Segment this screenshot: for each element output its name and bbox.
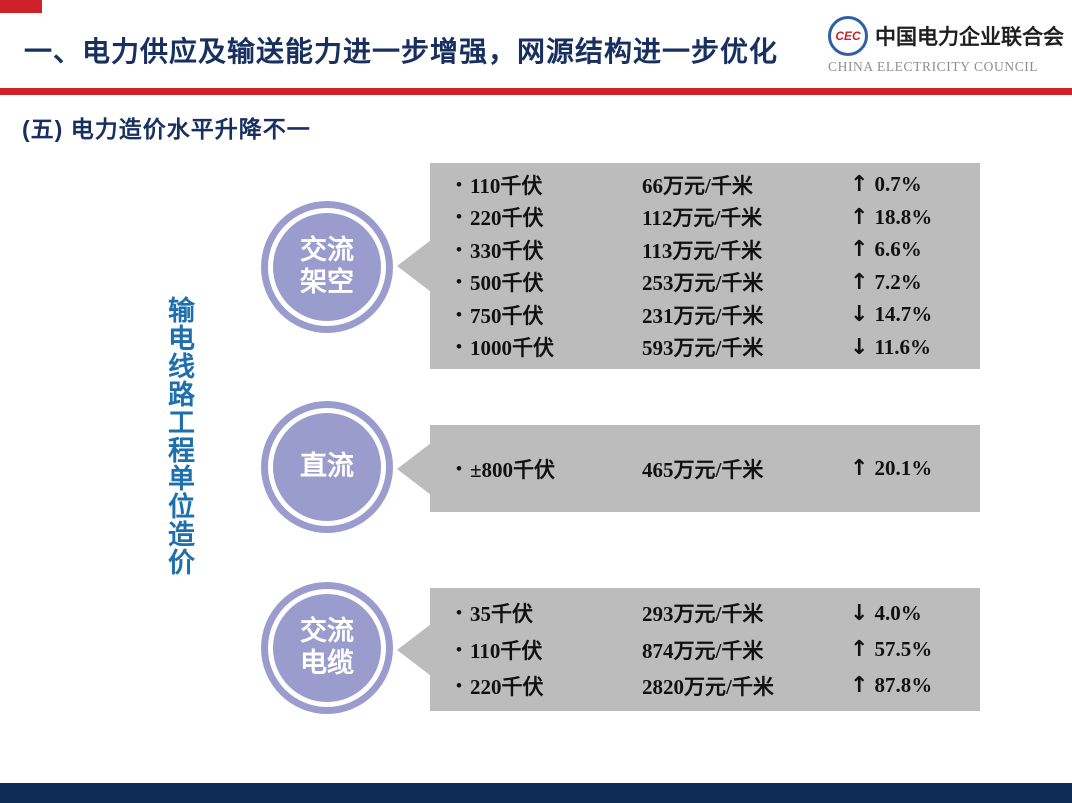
data-row: • 750千伏 231万元/千米 ↓ 14.7% bbox=[430, 300, 980, 330]
down-arrow-icon: ↓ bbox=[850, 302, 869, 328]
category-label: 交流架空 bbox=[299, 235, 354, 297]
change-percent: 18.8% bbox=[874, 204, 933, 229]
corner-red-mark bbox=[0, 0, 42, 13]
emblem-letters: CEC bbox=[835, 29, 861, 43]
cost-value: 253万元/千米 bbox=[642, 271, 764, 296]
page-title: 一、电力供应及输送能力进一步增强，网源结构进一步优化 bbox=[24, 36, 779, 67]
voltage-value: 110千伏 bbox=[470, 173, 543, 198]
bullet-icon: • bbox=[456, 337, 462, 357]
callout-pointer bbox=[397, 623, 431, 676]
up-arrow-icon: ↑ bbox=[850, 456, 869, 481]
change-percent: 11.6% bbox=[874, 334, 932, 359]
bullet-icon: • bbox=[456, 239, 462, 259]
circle-ring bbox=[268, 208, 386, 326]
bullet-icon: • bbox=[456, 207, 462, 227]
callout-pointer bbox=[397, 442, 431, 495]
data-row: • 330千伏 113万元/千米 ↑ 6.6% bbox=[430, 235, 980, 265]
change-percent: 6.6% bbox=[874, 237, 922, 262]
section-subtitle: (五) 电力造价水平升降不一 bbox=[22, 116, 311, 142]
cost-value: 66万元/千米 bbox=[642, 173, 753, 198]
up-arrow-icon: ↑ bbox=[850, 269, 869, 295]
cost-value: 874万元/千米 bbox=[642, 638, 764, 663]
up-arrow-icon: ↑ bbox=[850, 673, 869, 699]
circle-ring bbox=[268, 589, 386, 707]
callout-box-ac-cable: • 35千伏 293万元/千米 ↓ 4.0% • 110千伏 874万元/千米 ↑… bbox=[397, 588, 980, 711]
category-label: 交流电缆 bbox=[299, 616, 354, 678]
voltage-value: 500千伏 bbox=[470, 271, 544, 296]
up-arrow-icon: ↑ bbox=[850, 172, 869, 198]
voltage-value: 220千伏 bbox=[470, 674, 544, 699]
data-row: • 35千伏 293万元/千米 ↓ 4.0% bbox=[430, 598, 980, 628]
header-divider bbox=[0, 88, 1072, 95]
data-row: • 1000千伏 593万元/千米 ↓ 11.6% bbox=[430, 332, 980, 362]
organization-logo: CEC 中国电力企业联合会 CHINA ELECTRICITY COUNCIL bbox=[828, 16, 1064, 75]
bullet-icon: • bbox=[456, 603, 462, 623]
voltage-value: 220千伏 bbox=[470, 206, 544, 231]
change-percent: 0.7% bbox=[874, 172, 922, 197]
data-row: • 500千伏 253万元/千米 ↑ 7.2% bbox=[430, 267, 980, 297]
change-percent: 14.7% bbox=[874, 302, 933, 327]
down-arrow-icon: ↓ bbox=[850, 334, 869, 360]
category-circle-ac-overhead: 交流架空 bbox=[261, 201, 393, 333]
cost-value: 465万元/千米 bbox=[642, 457, 764, 482]
cost-value: 293万元/千米 bbox=[642, 602, 764, 627]
up-arrow-icon: ↑ bbox=[850, 237, 869, 263]
voltage-value: 35千伏 bbox=[470, 602, 533, 627]
callout-pointer bbox=[397, 240, 431, 292]
bullet-icon: • bbox=[456, 304, 462, 324]
change-percent: 57.5% bbox=[874, 637, 933, 661]
callout-box-dc: • ±800千伏 465万元/千米 ↑ 20.1% bbox=[397, 425, 980, 512]
bullet-icon: • bbox=[456, 458, 462, 478]
org-name-en: CHINA ELECTRICITY COUNCIL bbox=[828, 59, 1039, 74]
up-arrow-icon: ↑ bbox=[850, 637, 869, 662]
callout-box-ac-overhead: • 110千伏 66万元/千米 ↑ 0.7% • 220千伏 112万元/千米 ↑… bbox=[397, 163, 980, 369]
change-percent: 20.1% bbox=[874, 456, 933, 480]
cost-value: 2820万元/千米 bbox=[642, 674, 774, 699]
circle-ring bbox=[268, 408, 386, 526]
voltage-value: ±800千伏 bbox=[470, 457, 556, 482]
category-label: 直流 bbox=[299, 451, 354, 482]
change-percent: 87.8% bbox=[874, 673, 933, 698]
category-circle-dc: 直流 bbox=[261, 401, 393, 533]
bullet-icon: • bbox=[456, 272, 462, 292]
cec-emblem-icon: CEC bbox=[828, 16, 868, 56]
cost-value: 112万元/千米 bbox=[642, 206, 763, 231]
bullet-icon: • bbox=[456, 675, 462, 695]
side-vertical-label: 输电线路工程单位造价 bbox=[164, 296, 194, 576]
data-row: • 110千伏 874万元/千米 ↑ 57.5% bbox=[430, 635, 980, 665]
change-percent: 4.0% bbox=[874, 600, 922, 625]
org-name-cn: 中国电力企业联合会 bbox=[875, 26, 1064, 49]
data-row: • 220千伏 112万元/千米 ↑ 18.8% bbox=[430, 202, 980, 232]
up-arrow-icon: ↑ bbox=[850, 204, 869, 230]
cost-value: 231万元/千米 bbox=[642, 303, 764, 328]
cost-value: 113万元/千米 bbox=[642, 238, 763, 263]
cost-value: 593万元/千米 bbox=[642, 336, 764, 361]
down-arrow-icon: ↓ bbox=[850, 600, 869, 626]
voltage-value: 110千伏 bbox=[470, 638, 543, 663]
bullet-icon: • bbox=[456, 174, 462, 194]
bullet-icon: • bbox=[456, 639, 462, 659]
voltage-value: 330千伏 bbox=[470, 238, 544, 263]
footer-bar bbox=[0, 783, 1072, 803]
data-row: • ±800千伏 465万元/千米 ↑ 20.1% bbox=[430, 454, 980, 484]
voltage-value: 750千伏 bbox=[470, 303, 544, 328]
data-row: • 110千伏 66万元/千米 ↑ 0.7% bbox=[430, 170, 980, 200]
data-row: • 220千伏 2820万元/千米 ↑ 87.8% bbox=[430, 671, 980, 701]
change-percent: 7.2% bbox=[874, 269, 922, 294]
voltage-value: 1000千伏 bbox=[470, 336, 554, 361]
category-circle-ac-cable: 交流电缆 bbox=[261, 582, 393, 714]
